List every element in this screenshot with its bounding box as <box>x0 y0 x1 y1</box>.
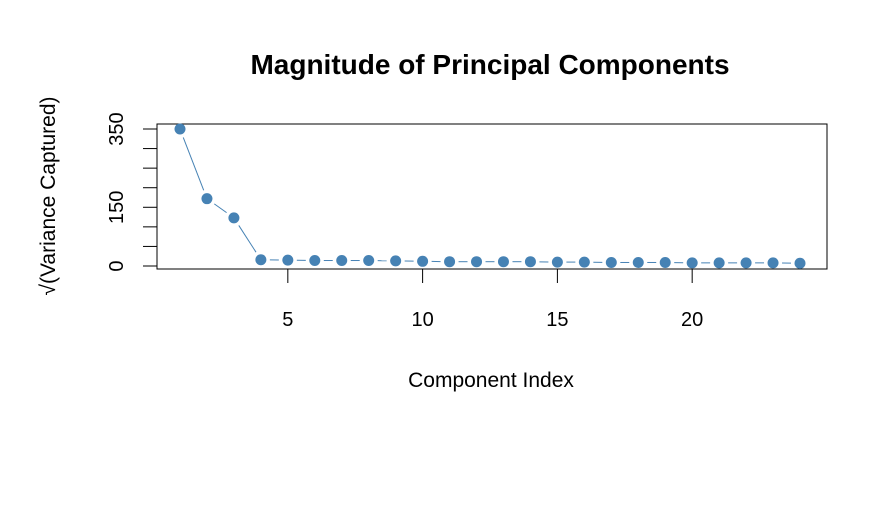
data-point <box>282 254 294 266</box>
y-tick-label-0: 0 <box>106 260 128 271</box>
data-point <box>632 256 644 268</box>
data-point <box>551 256 563 268</box>
connector-lines <box>182 137 792 264</box>
data-point <box>659 256 671 268</box>
data-point <box>524 256 536 268</box>
data-points <box>174 123 806 269</box>
data-point <box>336 255 348 267</box>
x-tick-label-10: 10 <box>411 309 433 331</box>
data-point <box>686 257 698 269</box>
data-point <box>767 257 779 269</box>
data-point <box>174 123 186 135</box>
x-tick-label-5: 5 <box>282 309 293 331</box>
x-axis-label: Component Index <box>408 369 574 392</box>
data-point <box>228 212 240 224</box>
y-axis-label: √(Variance Captured) <box>37 96 60 295</box>
chart-title: Magnitude of Principal Components <box>250 49 729 80</box>
axes: 5 10 15 20 0 150 350 <box>106 112 703 331</box>
data-point <box>201 193 213 205</box>
connector-line <box>182 137 205 191</box>
connector-line <box>213 203 227 214</box>
data-point <box>390 255 402 267</box>
plot-area-frame <box>156 123 828 270</box>
data-point <box>444 256 456 268</box>
y-tick-label-350: 350 <box>106 112 128 145</box>
data-point <box>417 255 429 267</box>
data-point <box>605 256 617 268</box>
x-tick-label-15: 15 <box>546 309 568 331</box>
data-point <box>740 257 752 269</box>
data-point <box>471 256 483 268</box>
data-point <box>713 257 725 269</box>
data-point <box>794 257 806 269</box>
data-point <box>309 255 321 267</box>
connector-line <box>238 225 257 253</box>
data-point <box>578 256 590 268</box>
y-tick-label-150: 150 <box>106 191 128 224</box>
data-point <box>497 256 509 268</box>
x-tick-label-20: 20 <box>681 309 703 331</box>
data-point <box>363 255 375 267</box>
data-point <box>255 254 267 266</box>
